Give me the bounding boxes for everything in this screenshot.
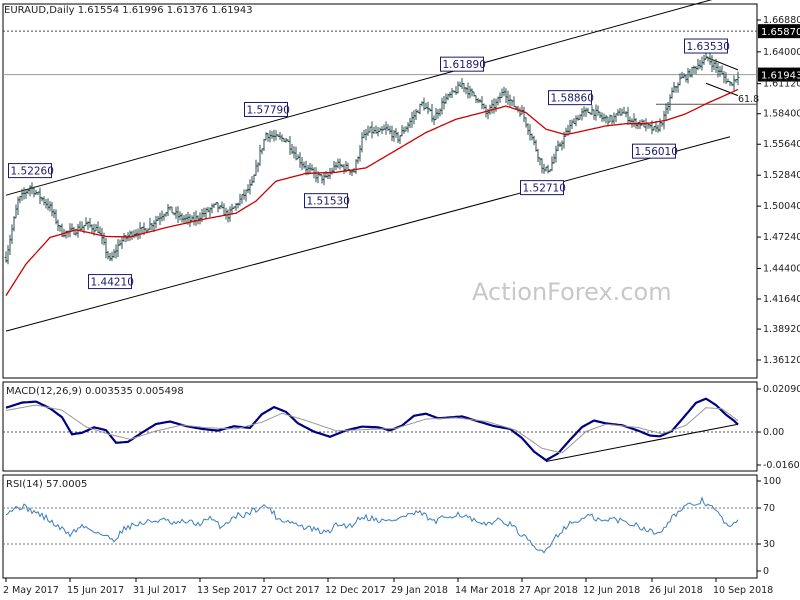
macd-signal-line — [5, 404, 739, 454]
price-y-tick-label: 1.36120 — [763, 355, 800, 366]
macd-panel-title: MACD(12,26,9) 0.003535 0.005498 — [6, 386, 184, 397]
x-tick-label: 12 Dec 2017 — [325, 585, 386, 596]
price-y-tick-label: 1.47240 — [763, 232, 800, 243]
level-tag-text: 1.65870 — [761, 27, 800, 38]
swing-label-text: 1.56010 — [635, 146, 678, 158]
price-y-tick-label: 1.52840 — [763, 170, 800, 181]
rsi-panel-frame — [2, 474, 758, 579]
x-tick-label: 26 Jul 2018 — [649, 585, 703, 596]
swing-label-box — [632, 143, 676, 159]
swing-label-box — [8, 163, 52, 179]
swing-label-box — [88, 274, 132, 290]
macd-y-tick-label: 0.00 — [763, 427, 784, 438]
x-tick-label: 12 Jun 2018 — [583, 585, 640, 596]
swing-label-box — [520, 180, 564, 196]
x-tick-label: 13 Sep 2017 — [197, 585, 257, 596]
price-y-tick-label: 1.38920 — [763, 324, 800, 335]
swing-label-text: 1.63530 — [687, 41, 730, 53]
fib-61-8-label: 61.8 — [738, 94, 759, 105]
wedge-upper-line — [705, 56, 739, 71]
price-y-tick-label: 1.50040 — [763, 201, 800, 212]
price-y-tick-label: 1.64000 — [763, 47, 800, 58]
x-tick-label: 14 Mar 2018 — [455, 585, 515, 596]
swing-label-box — [244, 101, 288, 117]
x-tick-label: 10 Sep 2018 — [713, 585, 773, 596]
swing-label-text: 1.51530 — [307, 196, 350, 208]
rsi-panel-title: RSI(14) 57.0005 — [6, 479, 87, 490]
level-tag-text: 1.61943 — [761, 71, 800, 82]
swing-label-text: 1.58860 — [551, 93, 594, 105]
macd-y-tick-label: 0.020904 — [763, 384, 800, 395]
rsi-y-tick-label: 0 — [763, 566, 769, 577]
swing-label-text: 1.44210 — [91, 277, 134, 289]
channel-upper-line — [5, 0, 713, 196]
rsi-line — [5, 496, 739, 554]
swing-label-text: 1.61890 — [443, 59, 486, 71]
x-tick-label: 27 Apr 2018 — [519, 585, 578, 596]
channel-lower-line — [5, 136, 731, 332]
x-tick-label: 31 Jul 2017 — [133, 585, 187, 596]
swing-label-box — [548, 90, 592, 106]
level-tag-1.61943 — [758, 67, 800, 82]
rsi-y-tick-label: 100 — [763, 476, 781, 487]
swing-label-box — [440, 56, 484, 72]
swing-label-text: 1.52260 — [11, 166, 54, 178]
price-y-tick-label: 1.44400 — [763, 263, 800, 274]
macd-y-tick-label: -0.016023 — [763, 460, 800, 471]
rsi-y-tick-label: 30 — [763, 539, 775, 550]
swing-label-text: 1.57790 — [247, 104, 290, 116]
price-y-tick-label: 1.61120 — [763, 79, 800, 90]
x-tick-label: 2 May 2017 — [3, 585, 59, 596]
price-y-tick-label: 1.55640 — [763, 139, 800, 150]
price-y-tick-label: 1.41640 — [763, 294, 800, 305]
price-y-tick-label: 1.58400 — [763, 109, 800, 120]
x-tick-label: 29 Jan 2018 — [391, 585, 448, 596]
macd-main-line — [5, 397, 739, 462]
swing-label-box — [304, 193, 348, 209]
moving-average-line — [5, 88, 739, 296]
x-tick-label: 15 Jun 2017 — [67, 585, 124, 596]
swing-label-text: 1.52710 — [523, 183, 566, 195]
macd-panel-frame — [2, 381, 758, 472]
wedge-lower-line — [705, 82, 739, 97]
level-tag-1.65870 — [758, 24, 800, 39]
price-y-tick-label: 1.66880 — [763, 15, 800, 26]
macd-trendline — [545, 423, 739, 462]
x-tick-label: 27 Oct 2017 — [261, 585, 320, 596]
price-panel-frame — [2, 3, 758, 379]
swing-label-box — [684, 38, 728, 54]
chart-title: EURAUD,Daily 1.61554 1.61996 1.61376 1.6… — [4, 5, 253, 16]
watermark: ActionForex.com — [472, 278, 672, 306]
rsi-y-tick-label: 70 — [763, 503, 775, 514]
